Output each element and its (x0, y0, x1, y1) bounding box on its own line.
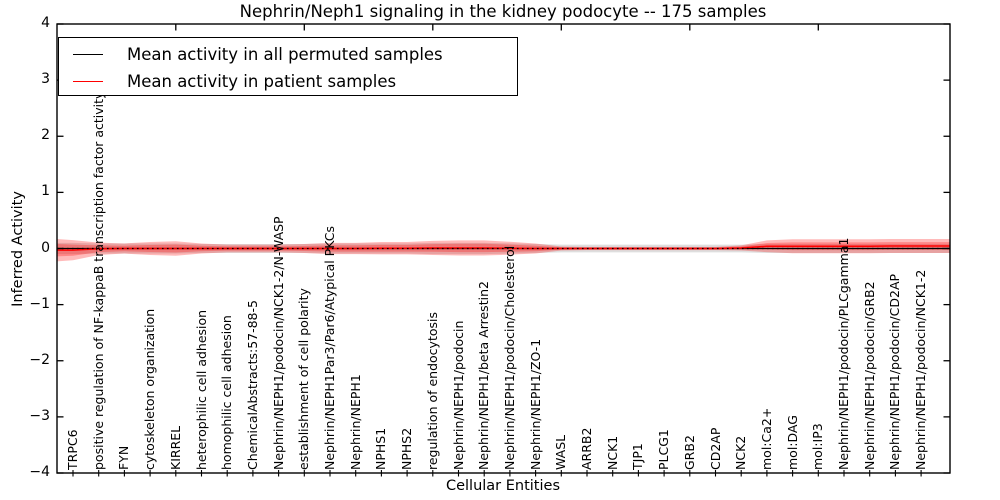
category-label: Nephrin/NEPH1/podocin (450, 320, 466, 470)
category-label: cytoskeleton organization (142, 308, 158, 470)
category-label: regulation of endocytosis (424, 312, 440, 470)
category-label: Nephrin/NEPH1/podocin/NCK1-2 (913, 269, 929, 470)
y-tick-label: 4 (41, 15, 50, 31)
category-label: CD2AP (707, 427, 723, 470)
category-label: KIRREL (167, 425, 183, 470)
y-tick-label: −1 (29, 295, 50, 312)
y-tick-label: 1 (41, 183, 50, 200)
x-axis-label: Cellular Entities (445, 478, 561, 494)
legend-item-patient: Mean activity in patient samples (59, 67, 396, 95)
category-label: PLCG1 (656, 429, 672, 470)
category-label: establishment of cell polarity (296, 288, 312, 470)
category-label: Nephrin/NEPH1/podocin/CD2AP (887, 273, 903, 470)
category-label: mol:Ca2+ (758, 407, 774, 470)
category-label: Nephrin/NEPH1Par3/Par6/Atypical PKCs (322, 226, 337, 470)
category-label: Nephrin/NEPH1 (347, 374, 363, 470)
y-tick-label: 0 (41, 239, 50, 256)
category-label: mol:IP3 (810, 423, 826, 470)
category-label: NCK1 (604, 435, 620, 470)
category-label: TRPC6 (65, 429, 80, 470)
category-label: NPHS1 (373, 427, 389, 470)
y-tick-label: −2 (29, 351, 50, 368)
category-label: Nephrin/NEPH1/ZO-1 (527, 338, 543, 470)
patient-range-band-outer (57, 238, 950, 262)
category-label: positive regulation of NF-kappaB transcr… (90, 91, 106, 470)
category-label: homophilic cell adhesion (219, 315, 235, 470)
legend-label: Mean activity in patient samples (127, 71, 397, 91)
category-label: mol:DAG (784, 415, 800, 470)
category-label: Nephrin/NEPH1/podocin/NCK1-2/N-WASP (270, 216, 286, 470)
y-tick-label: 2 (41, 127, 50, 144)
y-tick-label: 3 (41, 71, 50, 88)
category-label: FYN (116, 445, 132, 470)
permuted-line-swatch (73, 53, 103, 55)
patient-line-swatch (73, 80, 103, 82)
category-label: NCK2 (733, 435, 749, 470)
y-tick-label: −4 (29, 464, 50, 480)
chart-title: Nephrin/Neph1 signaling in the kidney po… (239, 2, 767, 21)
legend-label: Mean activity in all permuted samples (127, 44, 443, 64)
category-label: ChemicalAbstracts:57-88-5 (244, 300, 260, 470)
category-label: TJP1 (630, 443, 646, 470)
legend-box: Mean activity in all permuted samples Me… (58, 37, 518, 96)
legend-item-permuted: Mean activity in all permuted samples (59, 40, 443, 68)
y-tick-label: −3 (29, 407, 50, 424)
category-label: Nephrin/NEPH1/podocin/PLCgamma1 (836, 237, 851, 470)
category-label: ARRB2 (579, 427, 594, 470)
category-label: heterophilic cell adhesion (193, 309, 209, 470)
patient-range-band-inner (57, 242, 950, 257)
category-label: Nephrin/NEPH1/podocin/Cholesterol (501, 245, 517, 470)
category-label: GRB2 (681, 435, 697, 470)
category-label: WASL (553, 434, 569, 470)
category-label: Nephrin/NEPH1/beta Arrestin2 (476, 281, 492, 470)
category-label: NPHS2 (399, 427, 415, 470)
category-label: Nephrin/NEPH1/podocin/GRB2 (861, 281, 877, 470)
